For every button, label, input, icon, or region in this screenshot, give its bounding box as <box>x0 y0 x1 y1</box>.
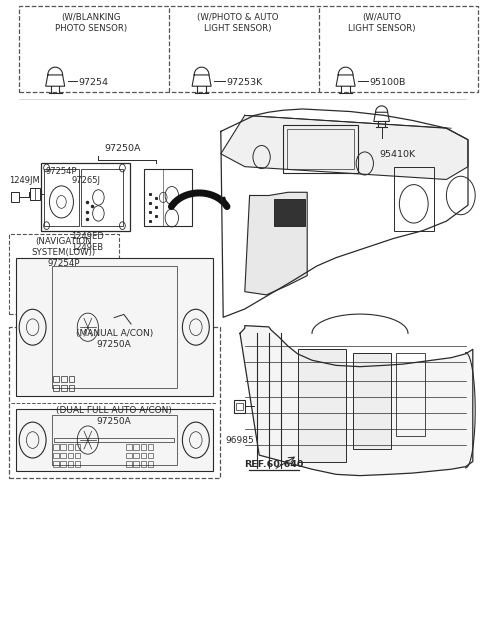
Circle shape <box>33 292 37 297</box>
Bar <box>133 453 139 458</box>
Bar <box>68 453 73 458</box>
Text: 97253K: 97253K <box>227 78 263 87</box>
Bar <box>68 444 73 450</box>
Bar <box>60 444 66 450</box>
Bar <box>29 279 52 306</box>
Bar <box>9 234 119 314</box>
Bar <box>126 453 132 458</box>
Bar <box>60 453 66 458</box>
Bar <box>148 444 153 450</box>
Bar <box>61 385 67 391</box>
Polygon shape <box>221 115 468 179</box>
Text: 95410K: 95410K <box>379 150 415 159</box>
Polygon shape <box>240 326 473 476</box>
Bar <box>69 385 74 391</box>
Bar <box>148 461 153 467</box>
Bar <box>141 444 146 450</box>
Bar <box>60 461 66 467</box>
Bar <box>353 353 391 449</box>
Bar <box>236 403 243 410</box>
Text: 97254: 97254 <box>79 78 108 87</box>
Text: (W/AUTO
LIGHT SENSOR): (W/AUTO LIGHT SENSOR) <box>348 13 415 33</box>
Bar <box>52 415 177 465</box>
Bar <box>75 453 80 458</box>
Bar <box>16 409 213 471</box>
Bar <box>19 6 478 92</box>
Text: 97250A: 97250A <box>97 340 132 349</box>
Bar <box>287 129 354 169</box>
Bar <box>126 444 132 450</box>
Polygon shape <box>245 192 307 295</box>
Bar <box>396 353 425 436</box>
Bar <box>53 453 59 458</box>
Text: (DUAL FULL AUTO A/CON): (DUAL FULL AUTO A/CON) <box>56 406 172 415</box>
Text: 1249JM: 1249JM <box>9 176 39 185</box>
Bar <box>53 376 59 382</box>
Bar <box>29 291 38 301</box>
Text: 96985: 96985 <box>226 436 254 445</box>
Bar <box>75 444 80 450</box>
Bar <box>11 192 19 202</box>
Bar <box>298 349 346 462</box>
Bar <box>54 438 174 442</box>
Text: (MANUAL A/CON): (MANUAL A/CON) <box>76 329 153 338</box>
Bar <box>44 169 79 226</box>
Text: 97254P: 97254P <box>46 167 77 176</box>
Bar <box>61 376 67 382</box>
Bar <box>52 266 177 388</box>
Text: 1249ED
1249EB: 1249ED 1249EB <box>71 232 104 252</box>
Text: (NAVIGATION
SYSTEM(LOW))
97254P: (NAVIGATION SYSTEM(LOW)) 97254P <box>32 237 96 268</box>
Bar <box>234 400 245 413</box>
Bar <box>30 188 40 200</box>
Bar <box>133 461 139 467</box>
Bar <box>16 258 213 396</box>
Bar <box>53 444 59 450</box>
Bar <box>9 327 220 478</box>
Bar <box>133 444 139 450</box>
Bar <box>144 169 163 226</box>
Text: 97265J: 97265J <box>71 176 100 185</box>
Text: 97250A: 97250A <box>104 144 141 153</box>
Bar <box>141 461 146 467</box>
Circle shape <box>45 292 48 297</box>
Bar <box>81 169 123 226</box>
Bar <box>75 461 80 467</box>
Bar <box>141 453 146 458</box>
Bar <box>53 461 59 467</box>
Text: (W/PHOTO & AUTO
LIGHT SENSOR): (W/PHOTO & AUTO LIGHT SENSOR) <box>197 13 279 33</box>
Bar <box>53 385 59 391</box>
Bar <box>126 461 132 467</box>
Bar <box>148 453 153 458</box>
Bar <box>41 163 130 231</box>
Bar <box>144 169 192 226</box>
Text: 97250A: 97250A <box>97 417 132 426</box>
Bar <box>30 188 35 200</box>
Text: 95100B: 95100B <box>370 78 406 87</box>
Bar <box>68 461 73 467</box>
Text: REF.60-640: REF.60-640 <box>244 460 303 469</box>
Bar <box>69 376 74 382</box>
Text: (W/BLANKING
PHOTO SENSOR): (W/BLANKING PHOTO SENSOR) <box>55 13 127 33</box>
Bar <box>283 125 358 173</box>
Bar <box>274 199 305 226</box>
Bar <box>394 167 434 231</box>
